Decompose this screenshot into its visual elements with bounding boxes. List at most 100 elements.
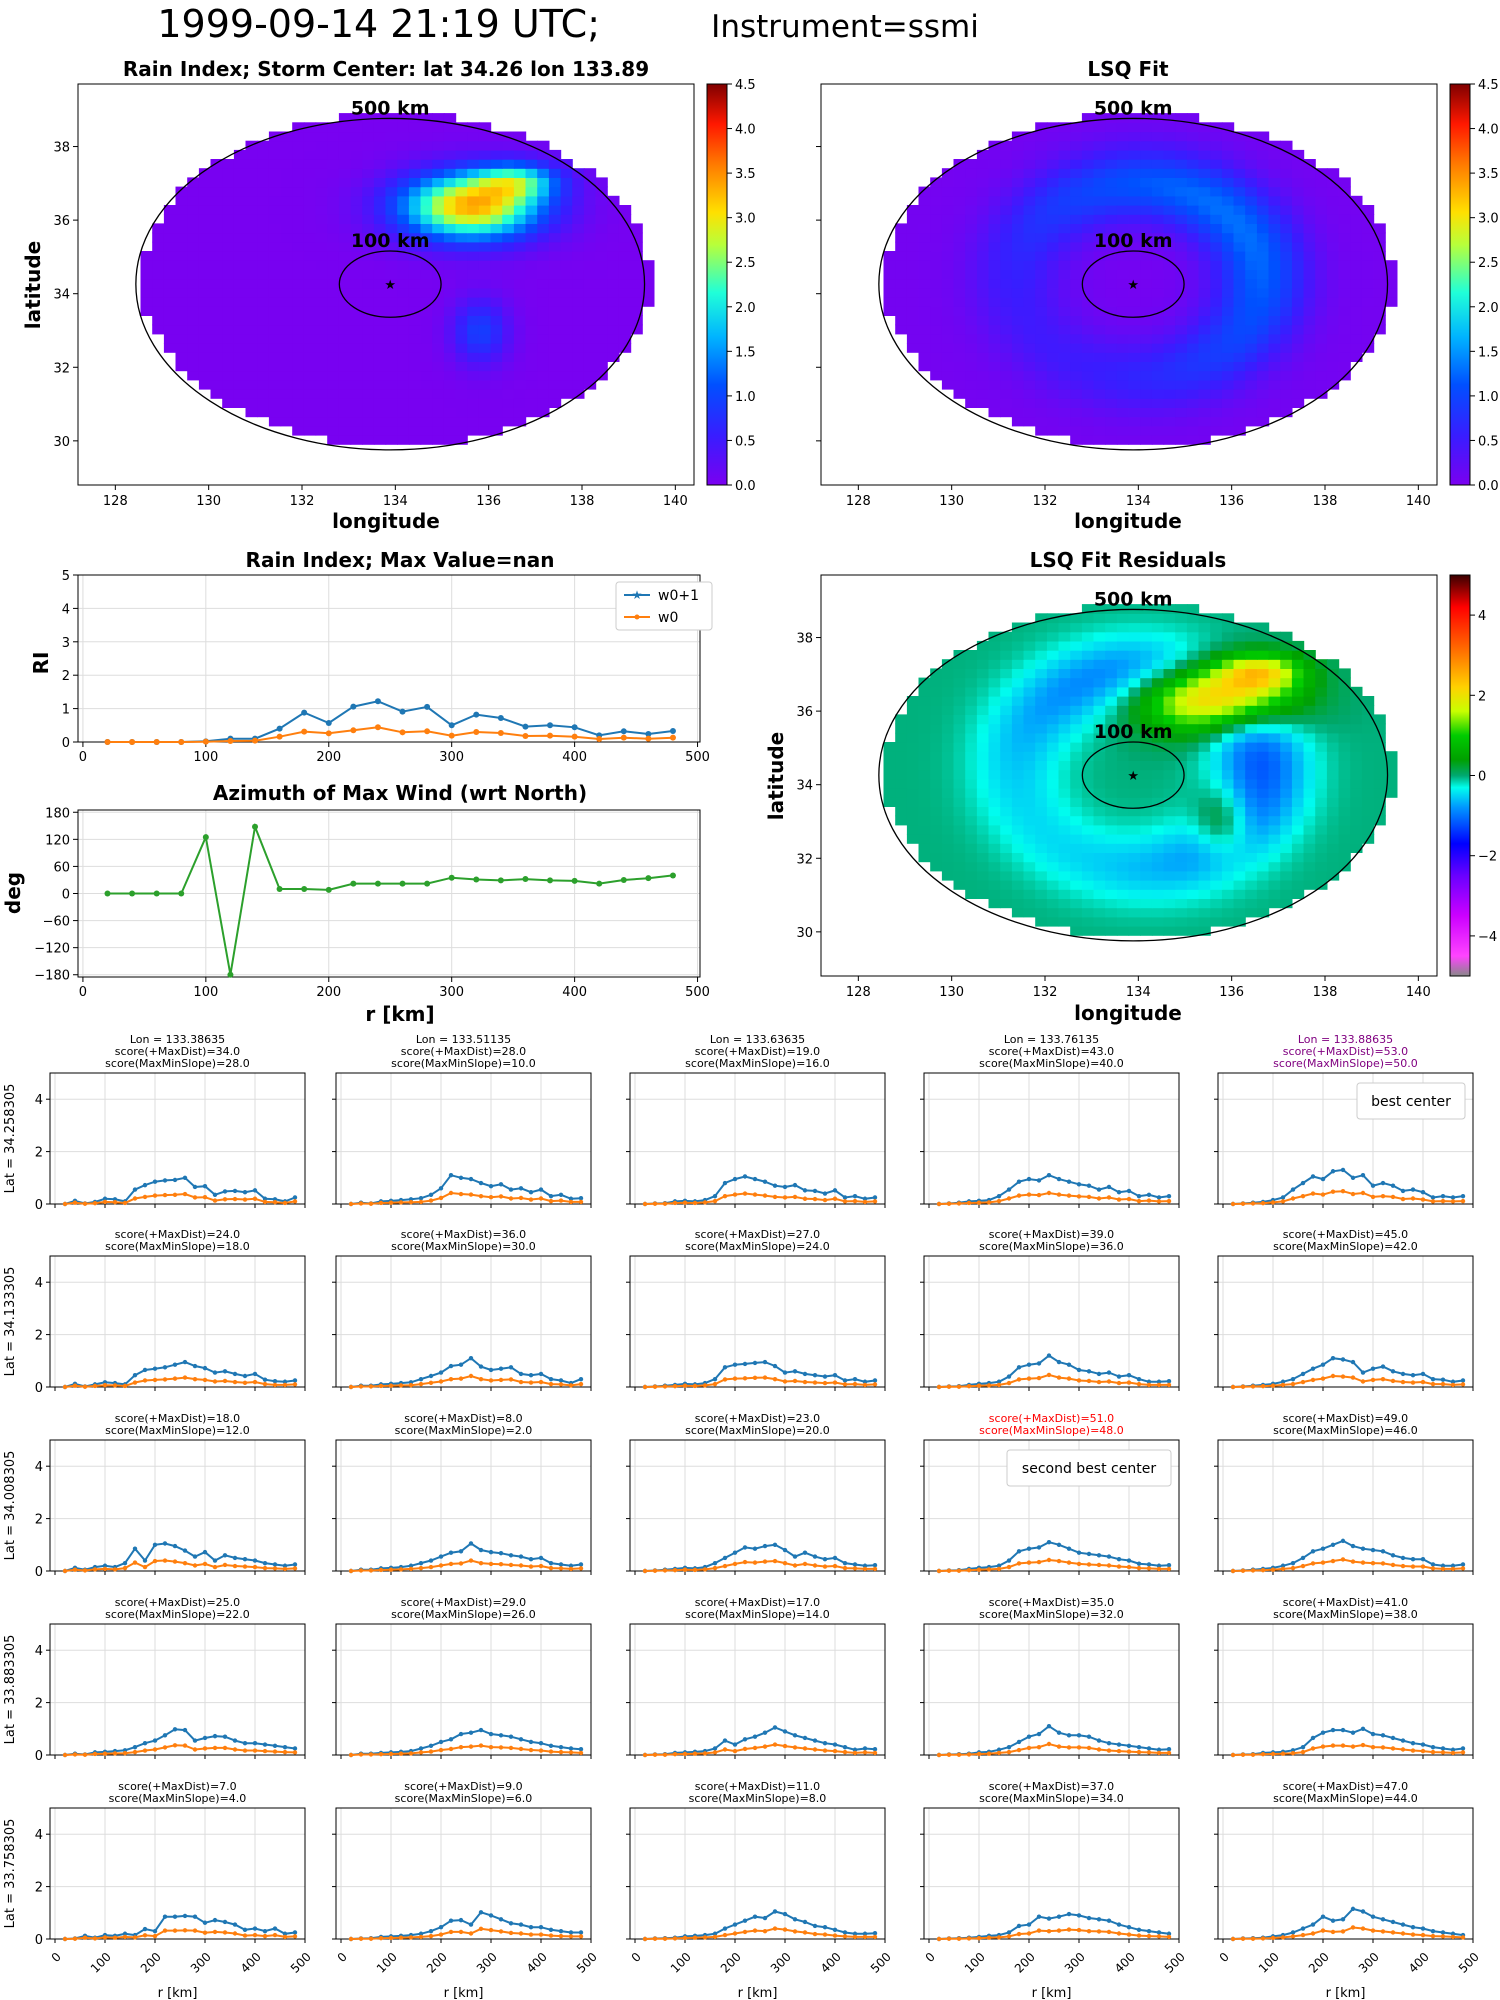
lsq-residuals-map-xlabel: longitude [1074, 1001, 1182, 1025]
data-point [497, 729, 504, 736]
data-point [620, 876, 627, 883]
grid-data-point [578, 1199, 584, 1205]
grid-data-point [518, 1737, 524, 1742]
grid-data-point [478, 1910, 484, 1915]
grid-data-point [458, 1376, 464, 1381]
grid-data-point [262, 1560, 268, 1566]
grid-data-point [438, 1747, 444, 1753]
grid-data-point [438, 1563, 444, 1568]
grid-data-point [548, 1749, 554, 1754]
grid-data-point [1036, 1545, 1042, 1550]
y-tick-label: 0 [62, 736, 70, 751]
grid-data-point [558, 1566, 564, 1571]
grid-data-point [1280, 1935, 1286, 1940]
grid-data-point [152, 1933, 158, 1939]
grid-data-point [1440, 1377, 1446, 1382]
grid-data-point [802, 1550, 808, 1555]
grid-data-point [458, 1175, 464, 1181]
grid-data-point [568, 1750, 574, 1755]
grid-y-tick-label: 2 [35, 1513, 43, 1528]
grid-data-point [1420, 1564, 1426, 1569]
grid-data-point [1156, 1930, 1162, 1935]
grid-data-point [358, 1752, 364, 1757]
grid-data-point [428, 1743, 434, 1749]
grid-data-point [1440, 1566, 1446, 1572]
grid-data-point [1106, 1370, 1112, 1375]
grid-data-point [1126, 1564, 1132, 1570]
grid-data-point [1460, 1750, 1466, 1755]
grid-data-point [478, 1547, 484, 1553]
grid-data-point [1076, 1927, 1082, 1933]
grid-data-point [1360, 1172, 1366, 1178]
grid-data-point [692, 1383, 698, 1389]
grid-data-point [252, 1926, 258, 1931]
grid-data-point [488, 1913, 494, 1918]
grid-data-point [822, 1197, 828, 1203]
grid-data-point [122, 1934, 128, 1940]
grid-data-point [192, 1376, 198, 1382]
grid-data-point [1156, 1199, 1162, 1204]
grid-data-point [488, 1183, 494, 1189]
grid-data-point [832, 1196, 838, 1201]
data-point [374, 724, 381, 731]
grid-x-tick-label: 500 [1456, 1950, 1482, 1976]
data-point [350, 703, 357, 710]
y-tick-label: 4 [62, 602, 70, 617]
colorbar-tick-label: −2 [1478, 850, 1497, 865]
grid-cell-title: score(MaxMinSlope)=38.0 [1273, 1608, 1418, 1621]
grid-data-point [772, 1183, 778, 1188]
grid-data-point [1026, 1931, 1032, 1936]
grid-data-point [1116, 1197, 1122, 1202]
y-tick-label: −60 [43, 915, 70, 930]
grid-data-point [282, 1379, 288, 1384]
grid-data-point [1320, 1362, 1326, 1367]
grid-data-point [1450, 1199, 1456, 1204]
grid-data-point [448, 1929, 454, 1935]
grid-data-point [1046, 1372, 1052, 1378]
grid-data-point [1440, 1381, 1446, 1387]
grid-data-point [722, 1365, 728, 1370]
grid-data-point [202, 1920, 208, 1925]
grid-data-point [1440, 1934, 1446, 1939]
grid-data-point [936, 1936, 942, 1942]
rain-index-chart-panel: Rain Index; Max Value=nan 0 100 200 300 400 5… [29, 548, 713, 765]
grid-series-line [1232, 1539, 1464, 1572]
grid-x-tick-label: 400 [238, 1950, 264, 1976]
grid-data-point [192, 1563, 198, 1568]
grid-data-point [518, 1186, 524, 1191]
grid-data-point [782, 1184, 788, 1190]
grid-cell-title: score(MaxMinSlope)=14.0 [685, 1608, 830, 1621]
grid-data-point [1116, 1748, 1122, 1754]
grid-data-point [1046, 1916, 1052, 1921]
grid-x-tick-label: 400 [524, 1950, 550, 1976]
colorbar-tick-label: 4.5 [735, 78, 756, 93]
grid-data-point [1340, 1557, 1346, 1562]
lsq-fit-map-title: LSQ Fit [1087, 57, 1169, 81]
grid-data-point [1076, 1194, 1082, 1199]
grid-data-point [772, 1363, 778, 1369]
grid-data-point [732, 1376, 738, 1381]
grid-data-point [172, 1362, 178, 1367]
map-y-tick-label: 38 [796, 632, 813, 647]
grid-x-tick-label: 400 [1112, 1950, 1138, 1976]
grid-data-point [1230, 1568, 1236, 1574]
grid-data-point [508, 1196, 514, 1201]
grid-data-point [1066, 1927, 1072, 1932]
grid-data-point [1450, 1379, 1456, 1384]
grid-data-point [672, 1752, 678, 1757]
data-point [424, 728, 431, 735]
grid-data-point [538, 1187, 544, 1192]
grid-data-point [448, 1918, 454, 1923]
grid-data-point [1400, 1931, 1406, 1936]
grid-data-point [488, 1744, 494, 1750]
grid-data-point [722, 1377, 728, 1382]
grid-data-point [448, 1376, 454, 1382]
grid-data-point [578, 1934, 584, 1939]
grid-row-label: Lat = 34.008305 [3, 1451, 18, 1561]
grid-data-point [498, 1366, 504, 1371]
grid-data-point [558, 1198, 564, 1203]
grid-data-point [1166, 1193, 1172, 1199]
grid-data-point [1420, 1932, 1426, 1938]
grid-data-point [508, 1377, 514, 1382]
grid-data-point [682, 1200, 688, 1205]
